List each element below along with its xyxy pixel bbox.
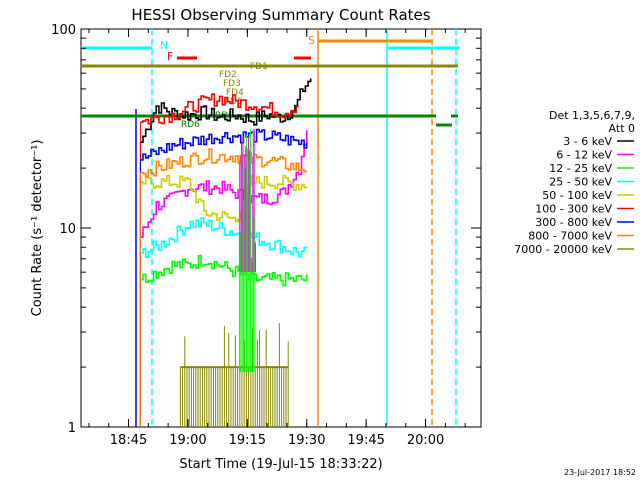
legend-entry-label: 7000 - 20000 keV xyxy=(514,243,612,256)
series-spikes xyxy=(179,323,289,427)
legend-entry-label: 25 - 50 keV xyxy=(549,176,612,189)
annotation-label: FD3 xyxy=(223,79,241,89)
series-line xyxy=(140,217,308,258)
legend-entry-label: 800 - 7000 keV xyxy=(528,230,612,243)
x-tick-label: 18:45 xyxy=(110,433,147,448)
series-line xyxy=(140,130,308,238)
series-800-to-7000kev xyxy=(139,148,308,427)
annotation-label: FD2 xyxy=(219,70,237,80)
x-tick-label: 19:45 xyxy=(347,433,384,448)
annotation-label: FD4 xyxy=(226,88,244,98)
y-tick-label: 10 xyxy=(59,222,76,237)
legend-entry-label: 6 - 12 keV xyxy=(556,149,612,162)
x-tick-label: 19:15 xyxy=(229,433,266,448)
flare-burst xyxy=(238,128,257,372)
legend-entry-label: 100 - 300 keV xyxy=(535,203,612,216)
series-line xyxy=(140,148,308,178)
series-line xyxy=(140,78,312,143)
y-tick-label: 1 xyxy=(68,421,76,436)
legend-entry-label: 12 - 25 keV xyxy=(549,162,612,175)
y-axis-label: Count Rate (s⁻¹ detector⁻¹) xyxy=(30,140,45,317)
series-7000-to-20000kev xyxy=(179,323,289,427)
x-tick-label: 19:00 xyxy=(169,433,206,448)
legend-entry-label: 300 - 800 keV xyxy=(535,216,612,229)
x-axis-label: Start Time (19-Jul-15 18:33:22) xyxy=(179,457,382,472)
series-3-to-6kev xyxy=(139,78,312,427)
annotation-label: N xyxy=(160,39,168,52)
series-line xyxy=(140,128,308,161)
annotation-label: FD5 xyxy=(225,97,243,107)
legend-entry-label: 3 - 6 keV xyxy=(563,135,612,148)
annotation-label: S xyxy=(308,34,315,47)
x-tick-label: 20:00 xyxy=(407,433,444,448)
series-line xyxy=(140,174,308,223)
annotation-label: FD1 xyxy=(250,62,268,72)
series-line xyxy=(140,254,308,287)
legend-entry-label: 50 - 100 keV xyxy=(542,189,612,202)
chart-title: HESSI Observing Summary Count Rates xyxy=(131,6,430,24)
annotation-label: RD6 xyxy=(181,120,200,130)
x-tick-label: 19:30 xyxy=(288,433,325,448)
series-line xyxy=(140,93,299,125)
legend-title: Det 1,3,5,6,7,9, xyxy=(549,109,635,122)
legend-title: Att 0 xyxy=(609,122,635,135)
footer-date: 23-Jul-2017 18:52 xyxy=(564,468,636,477)
annotation-label: F xyxy=(167,50,173,63)
y-tick-label: 100 xyxy=(51,23,76,38)
